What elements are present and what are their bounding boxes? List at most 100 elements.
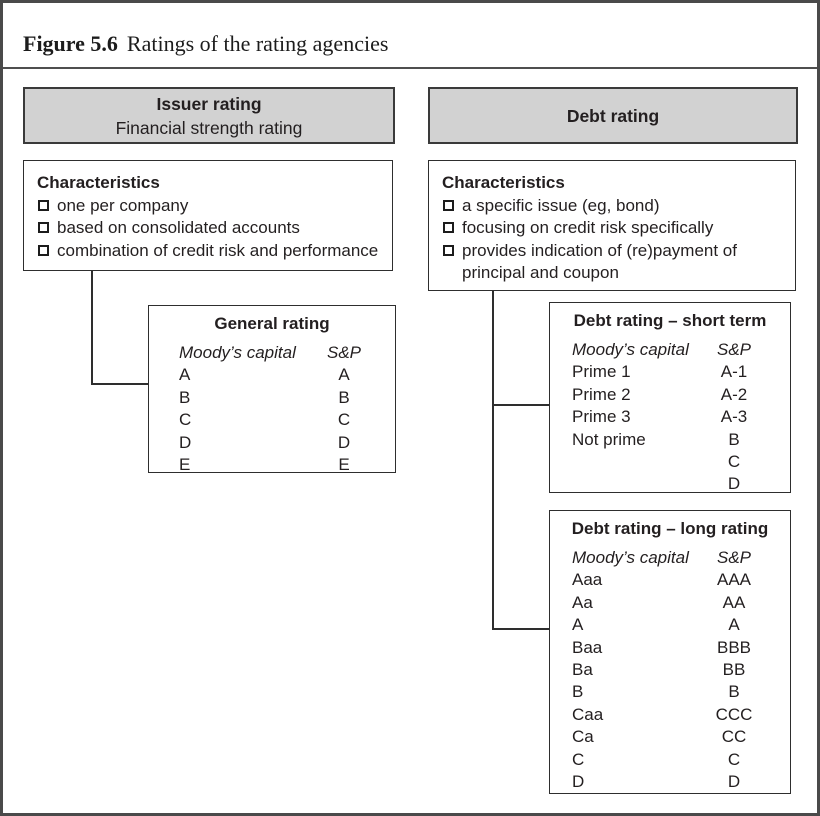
debt-rating-long-rating-box: Debt rating – long rating Moody’s capita…: [549, 510, 791, 794]
sp-value: C: [337, 410, 351, 430]
sp-value: CC: [721, 727, 747, 747]
checkbox-icon: [38, 199, 49, 211]
moodys-value: D: [179, 432, 192, 452]
short-term-rows: Prime 1 A-1 Prime 2 A-2 Prime 3 A-3 Not prime B…: [550, 361, 790, 495]
connector-issuer-horizontal: [91, 383, 148, 385]
sp-value: A: [338, 365, 350, 385]
checkbox-icon: [38, 244, 49, 256]
sp-value: CCC: [715, 704, 753, 724]
rating-row: C: [550, 451, 790, 473]
rating-row: Aa AA: [550, 592, 790, 614]
sp-value: AAA: [716, 570, 752, 590]
moodys-value: A: [179, 365, 191, 385]
moodys-value: [572, 473, 692, 495]
sp-column-header: S&P: [716, 340, 752, 359]
characteristic-item: provides indication of (re)payment of pr…: [442, 240, 783, 285]
title-rule: [3, 67, 817, 69]
issuer-characteristics-box: Characteristics one per company based on …: [23, 160, 393, 271]
moodys-value: B: [179, 387, 191, 407]
characteristic-item: one per company: [37, 195, 380, 218]
characteristic-text: one per company: [57, 195, 189, 215]
rating-row: Not prime B: [550, 429, 790, 451]
checkbox-icon: [443, 222, 454, 233]
sp-value: D: [727, 772, 741, 792]
sp-value: B: [338, 387, 350, 407]
moodys-value: Aa: [572, 592, 593, 612]
connector-debt-shortterm: [492, 404, 549, 406]
characteristic-text: focusing on credit risk specifically: [462, 218, 714, 237]
moodys-value: [572, 451, 692, 473]
sp-value: A-3: [720, 407, 748, 427]
rating-row: Ca CC: [550, 726, 790, 748]
checkbox-icon: [443, 244, 454, 256]
moodys-value: C: [572, 749, 585, 769]
sp-column-header: S&P: [326, 343, 362, 362]
rating-column-headers: Moody’s capital S&P: [550, 547, 790, 569]
characteristic-text: based on consolidated accounts: [57, 218, 300, 237]
sp-column-header: S&P: [716, 548, 752, 567]
debt-characteristics-box: Characteristics a specific issue (eg, bo…: [428, 160, 796, 291]
connector-debt-longrating: [492, 628, 549, 630]
moodys-value: Prime 2: [572, 384, 631, 404]
debt-characteristics-list: a specific issue (eg, bond) focusing on c…: [442, 195, 783, 285]
sp-value: BB: [722, 660, 746, 680]
moodys-column-header: Moody’s capital: [179, 343, 296, 362]
moodys-column-header: Moody’s capital: [572, 548, 689, 567]
checkbox-icon: [443, 199, 454, 211]
general-rating-title: General rating: [214, 314, 330, 333]
rating-row: Prime 1 A-1: [550, 361, 790, 383]
figure-title-text: Ratings of the rating agencies: [126, 31, 389, 56]
rating-row: Prime 2 A-2: [550, 384, 790, 406]
sp-value: E: [338, 455, 350, 475]
rating-column-headers: Moody’s capital S&P: [550, 339, 790, 361]
characteristic-text: provides indication of (re)payment of pr…: [462, 240, 737, 283]
sp-value: C: [727, 452, 741, 472]
issuer-characteristics-list: one per company based on consolidated acc…: [37, 195, 380, 263]
characteristic-text: a specific issue (eg, bond): [462, 195, 660, 215]
connector-issuer-vertical: [91, 271, 93, 385]
characteristics-heading: Characteristics: [442, 173, 565, 192]
debt-rating-header-box: Debt rating: [428, 87, 798, 144]
characteristic-item: focusing on credit risk specifically: [442, 217, 783, 240]
moodys-value: Ca: [572, 727, 594, 747]
characteristic-item: based on consolidated accounts: [37, 217, 380, 240]
short-term-title: Debt rating – short term: [573, 311, 767, 330]
moodys-value: D: [572, 772, 585, 792]
sp-value: B: [728, 429, 740, 449]
checkbox-icon: [38, 222, 49, 233]
sp-value: C: [727, 749, 741, 769]
sp-value: D: [727, 474, 741, 494]
debt-rating-label: Debt rating: [566, 105, 660, 126]
moodys-value: A: [572, 615, 584, 635]
connector-debt-vertical: [492, 291, 494, 630]
moodys-value: C: [179, 410, 192, 430]
figure-label: Figure 5.6: [23, 31, 118, 56]
figure-title: Figure 5.6 Ratings of the rating agencies: [23, 30, 388, 58]
sp-value: B: [728, 682, 740, 702]
long-rating-title: Debt rating – long rating: [571, 519, 769, 538]
sp-value: BBB: [716, 637, 752, 657]
moodys-value: B: [572, 682, 584, 702]
moodys-value: Prime 3: [572, 407, 631, 427]
characteristic-item: a specific issue (eg, bond): [442, 195, 783, 218]
sp-value: A-1: [720, 362, 748, 382]
long-rating-rows: Aaa AAA Aa AA A A Baa BBB Ba BB B B Caa CCC Ca CC C C D D: [550, 569, 790, 793]
sp-value: A-2: [720, 384, 748, 404]
issuer-rating-label: Issuer rating: [156, 93, 262, 114]
sp-value: D: [337, 432, 351, 452]
issuer-rating-header-box: Issuer rating Financial strength rating: [23, 87, 395, 144]
rating-row: Caa CCC: [550, 704, 790, 726]
rating-row: Ba BB: [550, 659, 790, 681]
moodys-column-header: Moody’s capital: [572, 340, 689, 359]
rating-row: Aaa AAA: [550, 569, 790, 591]
characteristic-item: combination of credit risk and performan…: [37, 240, 380, 263]
